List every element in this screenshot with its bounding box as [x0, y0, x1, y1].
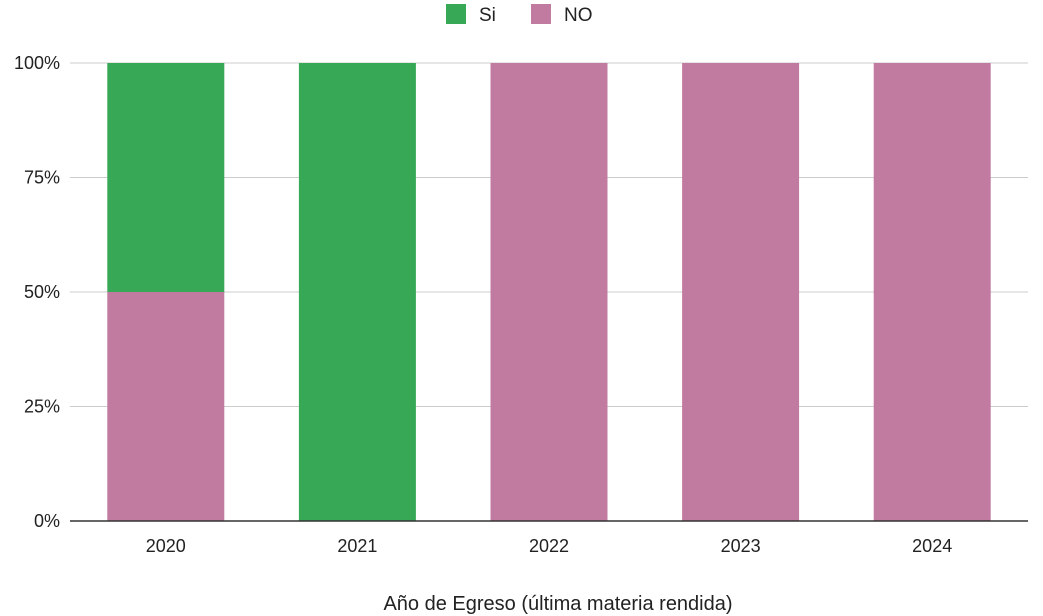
x-tick-label: 2020: [146, 536, 186, 556]
bar-no-2024: [873, 63, 991, 521]
x-tick-label: 2021: [337, 536, 377, 556]
x-axis-title: Año de Egreso (última materia rendida): [383, 593, 732, 615]
bars: [107, 63, 991, 521]
y-tick-label: 25%: [24, 397, 60, 417]
legend-label-si: Si: [479, 5, 496, 26]
y-tick-label: 0%: [34, 511, 60, 531]
legend-swatch-si: [446, 4, 466, 24]
legend: Si NO: [446, 4, 593, 26]
y-tick-label: 100%: [14, 53, 60, 73]
legend-label-no: NO: [564, 5, 593, 26]
bar-no-2022: [490, 63, 608, 521]
bar-no-2020: [107, 292, 225, 521]
y-tick-label: 75%: [24, 168, 60, 188]
legend-swatch-no: [531, 4, 551, 24]
bar-si-2020: [107, 63, 225, 292]
x-tick-label: 2022: [529, 536, 569, 556]
bar-no-2023: [682, 63, 800, 521]
x-tick-label: 2024: [912, 536, 952, 556]
bar-si-2021: [298, 63, 416, 521]
x-axis-ticks: 2020 2021 2022 2023 2024: [146, 536, 952, 556]
y-tick-label: 50%: [24, 282, 60, 302]
y-axis-ticks: 0% 25% 50% 75% 100%: [14, 53, 60, 531]
x-tick-label: 2023: [721, 536, 761, 556]
